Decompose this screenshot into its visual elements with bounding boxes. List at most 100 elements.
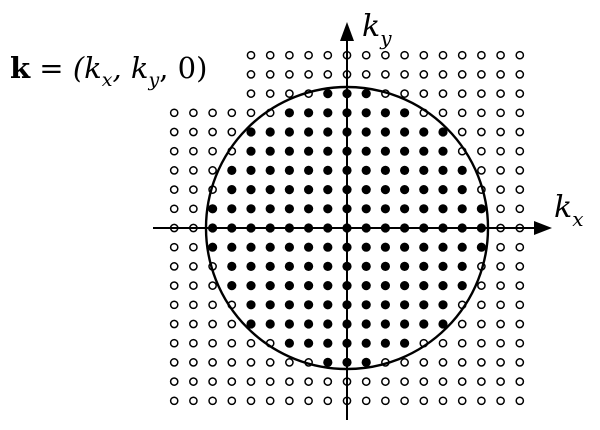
filled-lattice-point	[284, 185, 294, 195]
open-lattice-point	[361, 70, 371, 79]
open-lattice-point	[515, 262, 525, 271]
filled-lattice-point	[400, 281, 410, 291]
open-lattice-point	[496, 338, 505, 348]
filled-lattice-point	[265, 165, 275, 175]
open-lattice-point	[477, 50, 486, 60]
filled-lattice-point	[284, 319, 294, 329]
open-lattice-point	[438, 396, 448, 406]
filled-lattice-point	[304, 261, 314, 271]
open-lattice-point	[169, 204, 179, 214]
filled-lattice-point	[400, 338, 410, 348]
open-lattice-point	[227, 127, 237, 137]
filled-lattice-point	[361, 146, 371, 156]
open-lattice-point	[457, 50, 467, 60]
open-lattice-point	[496, 89, 505, 98]
filled-lattice-point	[380, 300, 390, 310]
open-lattice-point	[457, 377, 467, 386]
filled-lattice-point	[457, 261, 467, 271]
open-lattice-point	[477, 166, 486, 175]
open-lattice-point	[515, 396, 525, 406]
open-lattice-point	[246, 108, 256, 118]
open-lattice-point	[477, 281, 486, 290]
filled-lattice-point	[246, 127, 256, 137]
filled-lattice-point	[284, 261, 294, 271]
filled-lattice-point	[265, 204, 275, 214]
filled-lattice-point	[361, 127, 371, 137]
filled-lattice-point	[227, 185, 237, 195]
filled-lattice-point	[304, 338, 314, 348]
open-lattice-point	[189, 146, 198, 156]
filled-lattice-point	[246, 281, 256, 291]
open-lattice-point	[265, 358, 275, 367]
open-lattice-point	[189, 358, 198, 367]
filled-lattice-point	[400, 146, 410, 156]
open-lattice-point	[496, 108, 505, 118]
open-lattice-point	[515, 89, 525, 98]
open-lattice-point	[361, 396, 371, 406]
filled-lattice-point	[380, 261, 390, 271]
filled-lattice-point	[361, 108, 371, 118]
filled-lattice-point	[323, 204, 333, 214]
filled-lattice-point	[476, 242, 486, 252]
open-lattice-point	[227, 108, 237, 118]
open-lattice-point	[189, 262, 198, 271]
open-lattice-point	[189, 338, 198, 348]
open-lattice-point	[515, 146, 525, 156]
filled-lattice-point	[304, 281, 314, 291]
filled-lattice-point	[400, 185, 410, 195]
open-lattice-point	[515, 185, 525, 194]
open-lattice-point	[438, 338, 448, 348]
open-lattice-point	[189, 185, 198, 194]
filled-lattice-point	[304, 242, 314, 252]
filled-lattice-point	[323, 165, 333, 175]
filled-lattice-point	[304, 185, 314, 195]
open-lattice-point	[515, 166, 525, 175]
open-lattice-point	[477, 319, 486, 329]
kx-axis-arrowhead	[534, 221, 552, 235]
filled-lattice-point	[227, 204, 237, 214]
open-lattice-point	[265, 89, 275, 98]
open-lattice-point	[515, 242, 525, 252]
open-lattice-point	[477, 108, 486, 118]
filled-lattice-point	[227, 165, 237, 175]
filled-lattice-point	[304, 127, 314, 137]
filled-lattice-point	[246, 165, 256, 175]
open-lattice-point	[400, 89, 409, 98]
filled-lattice-point	[227, 261, 237, 271]
open-lattice-point	[227, 338, 237, 348]
filled-lattice-point	[438, 165, 448, 175]
filled-lattice-point	[323, 319, 333, 329]
open-lattice-point	[438, 89, 448, 98]
filled-lattice-point	[457, 242, 467, 252]
filled-lattice-point	[323, 338, 333, 348]
filled-lattice-point	[438, 242, 448, 252]
filled-lattice-point	[265, 127, 275, 137]
open-lattice-point	[304, 377, 313, 386]
open-lattice-point	[208, 319, 217, 329]
open-lattice-point	[169, 108, 179, 118]
filled-lattice-point	[284, 281, 294, 291]
open-lattice-point	[208, 281, 217, 290]
filled-lattice-point	[380, 165, 390, 175]
filled-lattice-point	[380, 204, 390, 214]
filled-lattice-point	[304, 300, 314, 310]
open-lattice-point	[419, 358, 429, 367]
open-lattice-point	[361, 377, 371, 386]
open-lattice-point	[438, 50, 448, 60]
filled-lattice-point	[419, 146, 429, 156]
filled-lattice-point	[284, 108, 294, 118]
ky-axis-arrowhead	[340, 22, 354, 41]
filled-lattice-point	[284, 242, 294, 252]
filled-lattice-point	[323, 242, 333, 252]
open-lattice-point	[169, 300, 179, 310]
filled-lattice-point	[419, 127, 429, 137]
open-lattice-point	[419, 70, 429, 79]
filled-lattice-point	[265, 261, 275, 271]
filled-lattice-point	[284, 165, 294, 175]
filled-lattice-point	[304, 319, 314, 329]
open-lattice-point	[246, 89, 256, 98]
filled-lattice-point	[265, 300, 275, 310]
filled-lattice-point	[323, 108, 333, 118]
filled-lattice-point	[438, 204, 448, 214]
open-lattice-point	[246, 377, 256, 386]
